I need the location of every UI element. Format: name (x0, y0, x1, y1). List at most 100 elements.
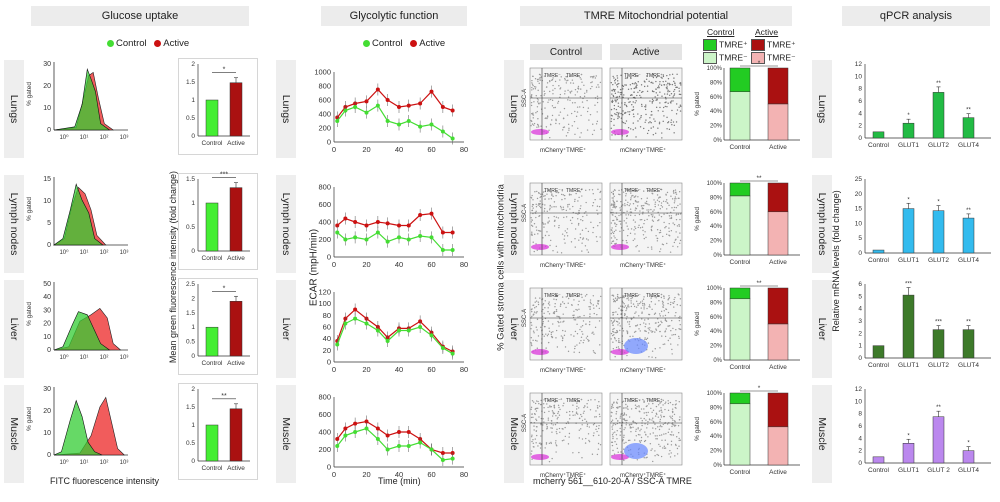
event-dot (647, 211, 650, 213)
event-dot (555, 119, 557, 122)
qpcr-bar (902, 294, 915, 359)
event-dot (613, 337, 616, 339)
event-dot (536, 110, 538, 113)
event-dot (574, 347, 576, 350)
event-dot (553, 412, 556, 415)
control-point (440, 346, 445, 350)
event-dot (535, 326, 537, 328)
event-dot (616, 406, 618, 409)
event-dot (628, 113, 631, 116)
event-dot (555, 337, 557, 339)
control-point (343, 237, 348, 242)
event-dot (571, 79, 574, 81)
event-dot (558, 414, 561, 416)
event-dot (637, 433, 640, 436)
event-dot (554, 401, 556, 403)
event-dot (625, 441, 627, 444)
event-dot (593, 333, 595, 335)
event-dot (628, 101, 630, 104)
event-dot (535, 305, 538, 308)
event-dot (616, 77, 619, 79)
event-dot (640, 103, 643, 106)
control-point (375, 437, 380, 441)
event-dot (549, 79, 551, 82)
qpcr-xtick: GLUT1 (898, 142, 919, 149)
event-dot (542, 430, 544, 432)
qpcr-bar (962, 217, 975, 254)
stack-ytick: 20% (710, 239, 723, 245)
event-dot (552, 250, 554, 252)
row-label-text: Lymph nodes (508, 192, 520, 256)
event-dot (537, 407, 539, 409)
event-dot (543, 226, 545, 228)
event-dot (561, 296, 564, 298)
event-dot (573, 314, 575, 316)
event-dot (537, 80, 539, 82)
event-dot (674, 82, 676, 85)
event-dot (555, 310, 558, 313)
row-label-lungs: Lungs (504, 60, 524, 158)
event-dot (549, 207, 551, 210)
event-dot (551, 206, 553, 208)
event-dot (616, 86, 619, 88)
event-dot (572, 314, 574, 317)
ecar-ytick: 400 (318, 218, 331, 227)
event-dot (648, 204, 650, 206)
event-dot (668, 227, 670, 229)
tmre-dot-plot: TMRE⁻ TMRE⁺mCherry⁺TMRE⁺SSC-A (522, 287, 603, 374)
event-dot (574, 110, 576, 113)
event-dot (576, 405, 578, 408)
event-dot (545, 443, 548, 445)
legend-active-label: Active (419, 38, 446, 49)
event-dot (544, 107, 546, 109)
event-dot (639, 337, 641, 339)
tmre-dot-plot: TMRE⁻ TMRE⁺mCherry⁺TMRE⁺SSC-A (522, 67, 603, 154)
event-dot (564, 242, 566, 244)
qpcr-bar (932, 416, 945, 464)
event-dot (635, 311, 637, 313)
event-dot (635, 87, 638, 89)
event-dot (531, 400, 534, 402)
event-dot (630, 431, 632, 433)
significance-mark: ** (221, 393, 227, 400)
event-dot (661, 439, 663, 442)
event-dot (626, 321, 629, 323)
event-dot (628, 204, 630, 207)
event-dot (652, 409, 655, 412)
event-dot (587, 239, 589, 241)
row-label-text: Muscle (508, 417, 520, 451)
ecar-ytick: 80 (323, 311, 331, 320)
mfi-xtick: Control (202, 465, 224, 472)
event-dot (667, 311, 670, 314)
event-dot (610, 415, 612, 417)
histogram-xtick: 10² (100, 135, 109, 141)
event-dot (580, 339, 582, 342)
event-dot (616, 293, 619, 296)
row-label-text: Lungs (816, 94, 828, 124)
event-dot (600, 128, 602, 130)
mfi-xtick: Active (227, 465, 245, 472)
event-dot (658, 121, 661, 123)
event-dot (569, 295, 572, 298)
event-dot (589, 301, 592, 303)
event-dot (660, 84, 663, 86)
event-dot (624, 407, 626, 409)
significance-mark: * (758, 60, 761, 67)
event-dot (540, 423, 542, 426)
event-dot (625, 424, 627, 426)
event-dot (635, 246, 637, 248)
event-dot (654, 120, 656, 122)
event-dot (598, 434, 600, 437)
event-dot (622, 418, 624, 420)
stack-ylabel: % gated (694, 312, 701, 336)
event-dot (594, 104, 596, 106)
event-dot (573, 351, 575, 353)
stack-ytick: 100% (707, 286, 723, 292)
event-dot (533, 311, 536, 313)
event-dot (530, 95, 532, 98)
event-dot (555, 191, 557, 194)
event-dot (649, 121, 651, 123)
event-dot (556, 418, 559, 420)
